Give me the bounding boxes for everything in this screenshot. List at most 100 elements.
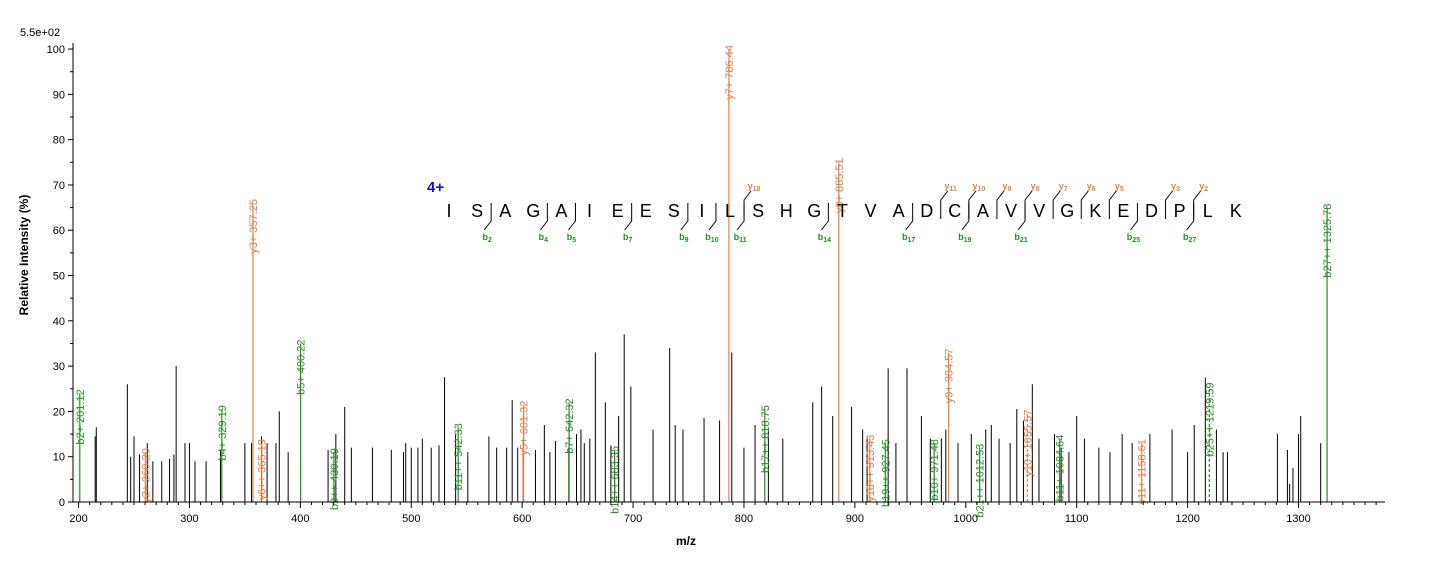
b-ion-label: b5 bbox=[567, 232, 577, 244]
residue: L bbox=[725, 201, 735, 221]
x-tick-label: 1000 bbox=[954, 513, 978, 525]
max-intensity-label: 5.5e+02 bbox=[20, 27, 60, 39]
y-ion-marker bbox=[1080, 190, 1089, 219]
x-tick-label: 1100 bbox=[1065, 513, 1089, 525]
b-ion-label: b14 bbox=[818, 232, 831, 244]
residue: P bbox=[1174, 201, 1186, 221]
b-ion-marker bbox=[736, 203, 745, 231]
peak-label: b11++ 542.33 bbox=[453, 423, 465, 490]
residue: V bbox=[864, 201, 876, 221]
b-ion-label: b25 bbox=[1127, 232, 1140, 244]
y-tick-label: 90 bbox=[53, 89, 65, 101]
b-ion-marker bbox=[680, 203, 689, 231]
b-ion-marker bbox=[624, 203, 633, 231]
y-ion-label: y8 bbox=[1031, 181, 1040, 193]
x-tick-label: 1200 bbox=[1175, 513, 1199, 525]
residue: H bbox=[780, 201, 793, 221]
peak-label: y2+ 260.20 bbox=[140, 448, 152, 503]
residue: A bbox=[499, 201, 511, 221]
y-tick-label: 70 bbox=[53, 180, 65, 192]
residue: E bbox=[612, 201, 624, 221]
peak-label: y8+ 885.51 bbox=[834, 158, 846, 213]
y-ion-marker bbox=[968, 190, 977, 219]
b-ion-label: b11 bbox=[734, 232, 747, 244]
y-ion-label: y9 bbox=[1002, 181, 1011, 193]
y-ion-label: y7 bbox=[1059, 181, 1068, 193]
residue: I bbox=[446, 201, 451, 221]
y-tick-label: 100 bbox=[47, 44, 65, 56]
y-ion-label: y6 bbox=[1087, 181, 1096, 193]
y-ion-label: y10 bbox=[972, 181, 985, 193]
y-tick-label: 40 bbox=[53, 316, 65, 328]
y-tick-label: 50 bbox=[53, 271, 65, 283]
peak-label: y11+ 1158.61 bbox=[1137, 439, 1149, 504]
b-ion-label: b21 bbox=[1014, 232, 1027, 244]
residue: G bbox=[526, 201, 540, 221]
y-tick-label: 80 bbox=[53, 135, 65, 147]
residue: A bbox=[893, 201, 905, 221]
y-ion-marker bbox=[1052, 190, 1061, 219]
residue: I bbox=[699, 201, 704, 221]
y-tick-label: 20 bbox=[53, 406, 65, 418]
peak-label: y7+ 786.44 bbox=[724, 45, 736, 100]
peak-label: b25++ 1219.59 bbox=[1204, 383, 1216, 457]
y-ion-label: y11 bbox=[945, 181, 958, 193]
y-ion-label: y18 bbox=[748, 181, 761, 193]
b-ion-label: b4 bbox=[539, 232, 549, 244]
b-ion-label: b10 bbox=[705, 232, 718, 244]
x-tick-label: 900 bbox=[846, 513, 864, 525]
peak-label: b10+ 971.48 bbox=[929, 439, 941, 500]
peak-label: y10+ 1055.57 bbox=[1022, 410, 1034, 477]
residue: L bbox=[1203, 201, 1213, 221]
b-ion-label: b27 bbox=[1183, 232, 1196, 244]
peak-label: b7+ 642.32 bbox=[564, 398, 576, 453]
b-ion-marker bbox=[820, 203, 829, 231]
peak-label: b9++ 430.19 bbox=[329, 448, 341, 510]
peak-label: y6++ 365.19 bbox=[257, 439, 269, 500]
x-tick-label: 600 bbox=[513, 513, 531, 525]
y-ion-label: y3 bbox=[1171, 181, 1180, 193]
peak-label: b17++ 818.75 bbox=[760, 405, 772, 473]
b-ion-label: b2 bbox=[482, 232, 492, 244]
b-ion-marker bbox=[905, 203, 914, 231]
peak-label: b19++ 927.45 bbox=[880, 439, 892, 507]
residue: A bbox=[555, 201, 567, 221]
b-ion-label: b19 bbox=[958, 232, 971, 244]
x-tick-label: 700 bbox=[624, 513, 642, 525]
x-tick-label: 200 bbox=[69, 513, 87, 525]
y-ion-marker bbox=[996, 190, 1005, 219]
residue: G bbox=[1060, 201, 1074, 221]
y-ion-marker bbox=[940, 190, 949, 219]
y-ion-marker bbox=[743, 190, 752, 219]
y-tick-label: 0 bbox=[59, 497, 65, 509]
y-tick-label: 60 bbox=[53, 225, 65, 237]
residue: V bbox=[1005, 201, 1017, 221]
b-ion-label: b17 bbox=[902, 232, 915, 244]
y-ion-marker bbox=[1024, 190, 1033, 219]
residue: E bbox=[1117, 201, 1129, 221]
axes-layer: 0 10 20 30 40 50 60 70 80 90 100 200 300 400 500 600 700… bbox=[47, 43, 1385, 525]
x-tick-label: 800 bbox=[735, 513, 753, 525]
residue: D bbox=[1145, 201, 1158, 221]
y-ion-label: y2 bbox=[1199, 181, 1208, 193]
residue: A bbox=[977, 201, 989, 221]
x-tick-label: 400 bbox=[291, 513, 309, 525]
x-tick-label: 1300 bbox=[1286, 513, 1310, 525]
residue: S bbox=[668, 201, 680, 221]
peak-label: y3+ 357.25 bbox=[248, 199, 260, 254]
y-tick-label: 30 bbox=[53, 361, 65, 373]
residue: V bbox=[1033, 201, 1045, 221]
peak-label: b5+ 400.22 bbox=[296, 339, 308, 394]
peak-label: y9+ 984.57 bbox=[944, 349, 956, 404]
peak-label: b2+ 201.12 bbox=[75, 389, 87, 444]
peak-label: b4+ 329.19 bbox=[217, 405, 229, 460]
residue: S bbox=[471, 201, 483, 221]
y-ion-marker bbox=[1193, 190, 1202, 219]
b-ion-label: b9 bbox=[679, 232, 689, 244]
peak-label: y18++ 913.43 bbox=[865, 435, 877, 502]
b-ion-marker bbox=[483, 203, 492, 231]
residue: I bbox=[587, 201, 592, 221]
residue: C bbox=[948, 201, 961, 221]
residue: T bbox=[837, 201, 848, 221]
b-ion-marker bbox=[961, 203, 970, 231]
